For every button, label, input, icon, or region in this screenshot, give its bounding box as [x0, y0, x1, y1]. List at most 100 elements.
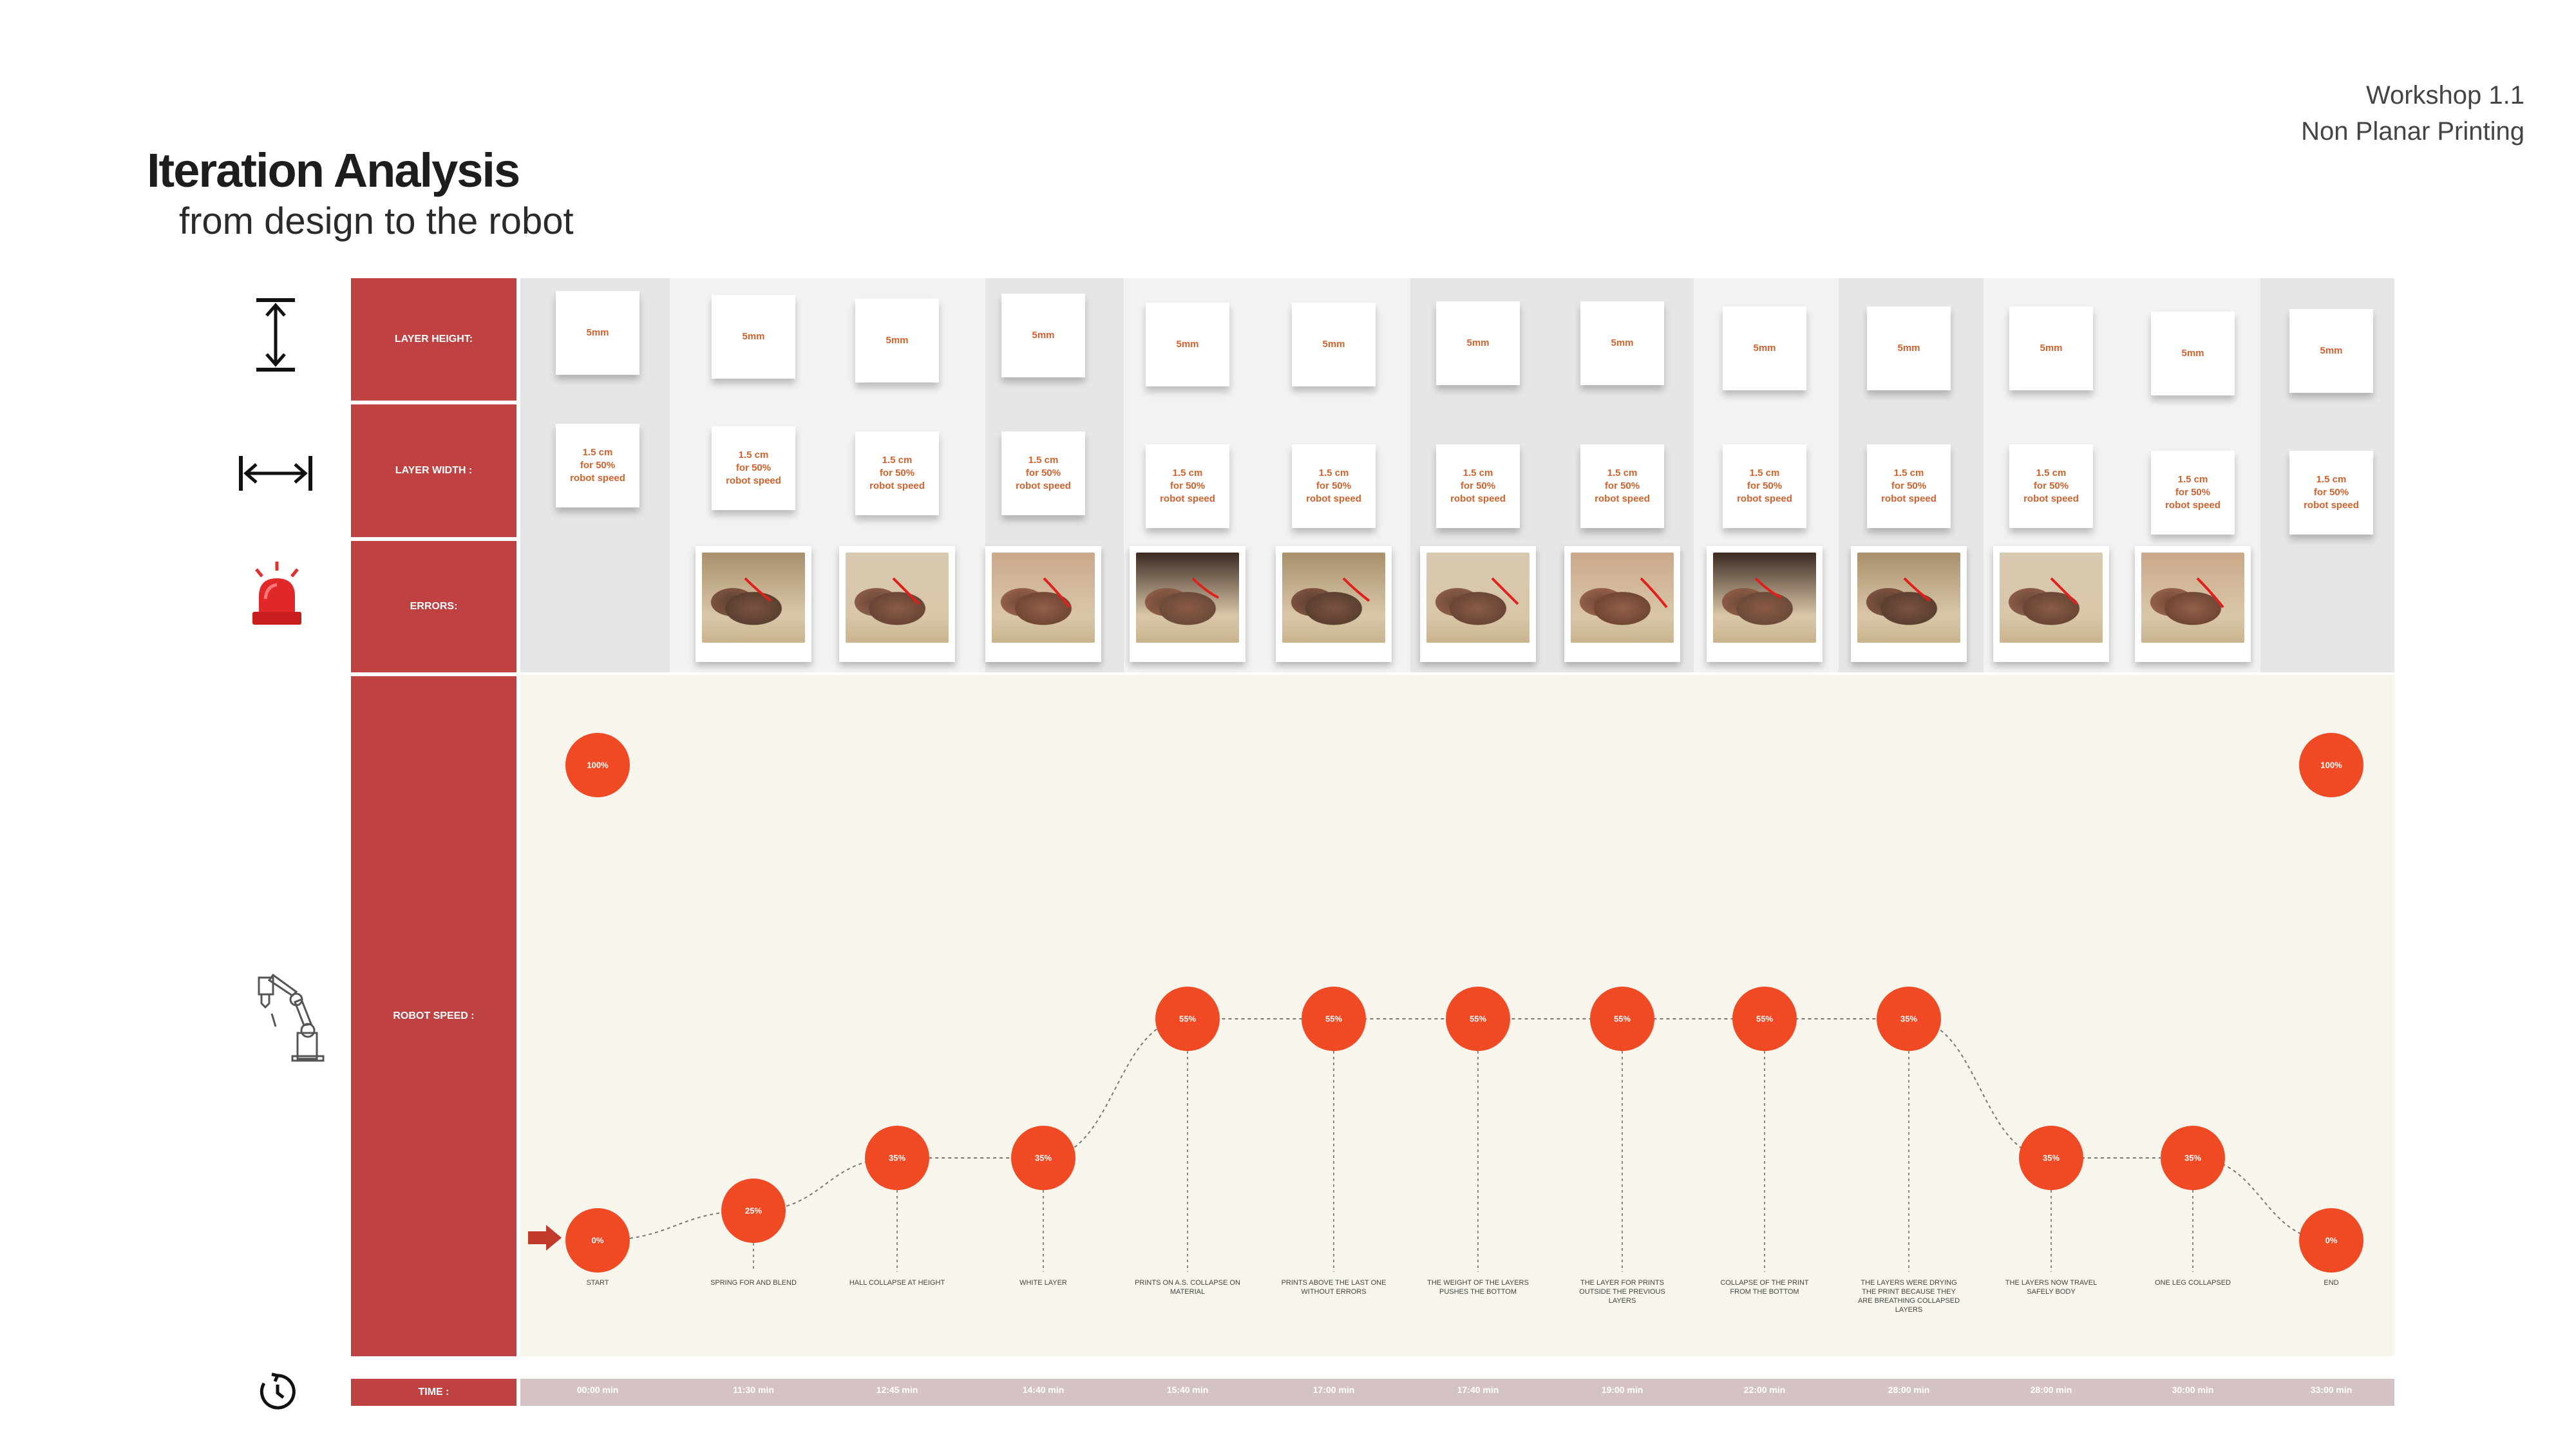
error-arrow-icon: [2196, 577, 2224, 609]
layer-width-note: 1.5 cm for 50% robot speed: [1436, 444, 1520, 528]
speed-node: [721, 1179, 786, 1243]
time-cell: 11:30 min: [733, 1385, 774, 1395]
speed-caption: PRINTS ON A.S. COLLAPSE ON MATERIAL: [1135, 1279, 1240, 1296]
alarm-siren-icon: [252, 562, 301, 625]
error-photo-image: [1713, 553, 1816, 643]
layer-width-note: 1.5 cm for 50% robot speed: [1580, 444, 1664, 528]
header-right: Workshop 1.1 Non Planar Printing: [2301, 77, 2524, 149]
layer-height-note: 5mm: [1292, 303, 1376, 386]
speed-node-label: 35%: [2184, 1153, 2202, 1163]
speed-node-label: 55%: [1325, 1014, 1343, 1024]
speed-peak-node: [2299, 733, 2363, 797]
error-arrow-icon: [1903, 577, 1931, 602]
speed-node-label: 55%: [1613, 1014, 1631, 1024]
layer-height-note: 5mm: [1723, 307, 1806, 390]
speed-node-label: 35%: [888, 1153, 906, 1163]
start-arrow-icon: [528, 1225, 562, 1251]
error-photo-image: [1857, 553, 1960, 643]
time-cell: 22:00 min: [1743, 1385, 1786, 1395]
layer-height-note: 5mm: [1580, 301, 1664, 385]
layer-width-note: 1.5 cm for 50% robot speed: [1001, 431, 1085, 515]
error-photo: [1130, 546, 1245, 662]
error-photo: [1276, 546, 1392, 662]
time-cell: 19:00 min: [1601, 1385, 1643, 1395]
layer-width-note: 1.5 cm for 50% robot speed: [1146, 444, 1229, 528]
speed-peak-label: 100%: [587, 760, 609, 770]
speed-caption: HALL COLLAPSE AT HEIGHT: [849, 1279, 945, 1287]
error-photo: [839, 546, 955, 662]
error-photo: [696, 546, 811, 662]
layer-width-note: 1.5 cm for 50% robot speed: [712, 426, 795, 510]
time-bar: [520, 1379, 2394, 1406]
layer-height-note: 5mm: [556, 291, 639, 375]
error-photo-image: [2141, 553, 2244, 643]
speed-node: [2299, 1208, 2363, 1273]
layer-height-note: 5mm: [2009, 307, 2093, 390]
error-photo-image: [1571, 553, 1674, 643]
error-arrow-icon: [1640, 577, 1668, 609]
error-arrow-icon: [892, 577, 920, 605]
layer-width-note: 1.5 cm for 50% robot speed: [2151, 451, 2235, 535]
time-cell: 12:45 min: [876, 1385, 918, 1395]
error-arrow-icon: [1342, 577, 1370, 602]
layer-height-note: 5mm: [1001, 294, 1085, 377]
time-cell: 30:00 min: [2172, 1385, 2214, 1395]
error-arrow-icon: [1043, 577, 1071, 609]
error-photo-image: [1282, 553, 1385, 643]
error-arrow-icon: [2050, 577, 2078, 605]
layer-height-note: 5mm: [712, 295, 795, 379]
speed-line: [597, 1018, 2332, 1241]
time-cell: 28:00 min: [2030, 1385, 2072, 1395]
time-cell: 33:00 min: [2310, 1385, 2353, 1395]
speed-caption: THE LAYERS NOW TRAVEL SAFELY BODY: [2005, 1279, 2098, 1296]
speed-peak-label: 100%: [2320, 760, 2342, 770]
speed-node-label: 0%: [2325, 1235, 2338, 1245]
workshop-label: Workshop 1.1: [2365, 81, 2524, 109]
layer-width-note: 1.5 cm for 50% robot speed: [1723, 444, 1806, 528]
error-arrow-icon: [1491, 577, 1519, 605]
error-photo: [1564, 546, 1680, 662]
speed-node: [2019, 1126, 2083, 1190]
speed-node-label: 55%: [1469, 1014, 1487, 1024]
speed-node: [1302, 987, 1366, 1051]
layer-height-note: 5mm: [2289, 309, 2373, 393]
time-cell: 17:00 min: [1312, 1385, 1355, 1395]
error-photo: [985, 546, 1101, 662]
vertical-dimension-icon: [256, 298, 295, 372]
layer-width-note: 1.5 cm for 50% robot speed: [1867, 444, 1951, 528]
time-cell: 15:40 min: [1166, 1385, 1209, 1395]
layer-height-note: 5mm: [1146, 303, 1229, 386]
layer-height-note: 5mm: [1867, 307, 1951, 390]
error-arrow-icon: [744, 577, 772, 602]
speed-node-label: 55%: [1179, 1014, 1197, 1024]
error-photo-image: [846, 553, 949, 643]
speed-caption: END: [2324, 1279, 2339, 1287]
page-subtitle: from design to the robot: [179, 200, 574, 242]
error-photo: [1420, 546, 1536, 662]
speed-caption: SPRING FOR AND BLEND: [710, 1279, 797, 1287]
error-photo: [1707, 546, 1823, 662]
time-cell: 28:00 min: [1888, 1385, 1930, 1395]
error-photo: [1851, 546, 1967, 662]
layer-height-note: 5mm: [1436, 301, 1520, 385]
page-title: Iteration Analysis: [147, 144, 520, 197]
row-label-robot-speed: ROBOT SPEED :: [351, 676, 516, 1356]
row-label-errors: ERRORS:: [351, 541, 516, 672]
speed-caption: THE WEIGHT OF THE LAYERS PUSHES THE BOTT…: [1427, 1279, 1529, 1296]
error-photo-image: [2000, 553, 2103, 643]
speed-node: [1011, 1126, 1075, 1190]
speed-caption: ONE LEG COLLAPSED: [2155, 1279, 2231, 1287]
speed-caption: COLLAPSE OF THE PRINT FROM THE BOTTOM: [1720, 1279, 1809, 1296]
topic-label: Non Planar Printing: [2301, 117, 2524, 146]
layer-height-note: 5mm: [855, 299, 939, 383]
layer-width-note: 1.5 cm for 50% robot speed: [855, 431, 939, 515]
speed-node: [565, 1208, 630, 1273]
time-cell: 00:00 min: [576, 1385, 619, 1395]
speed-node: [1732, 987, 1797, 1051]
time-cell: 14:40 min: [1022, 1385, 1065, 1395]
speed-node: [865, 1126, 929, 1190]
error-photo-image: [992, 553, 1095, 643]
speed-node: [1446, 987, 1510, 1051]
row-label-time: TIME :: [351, 1379, 516, 1406]
